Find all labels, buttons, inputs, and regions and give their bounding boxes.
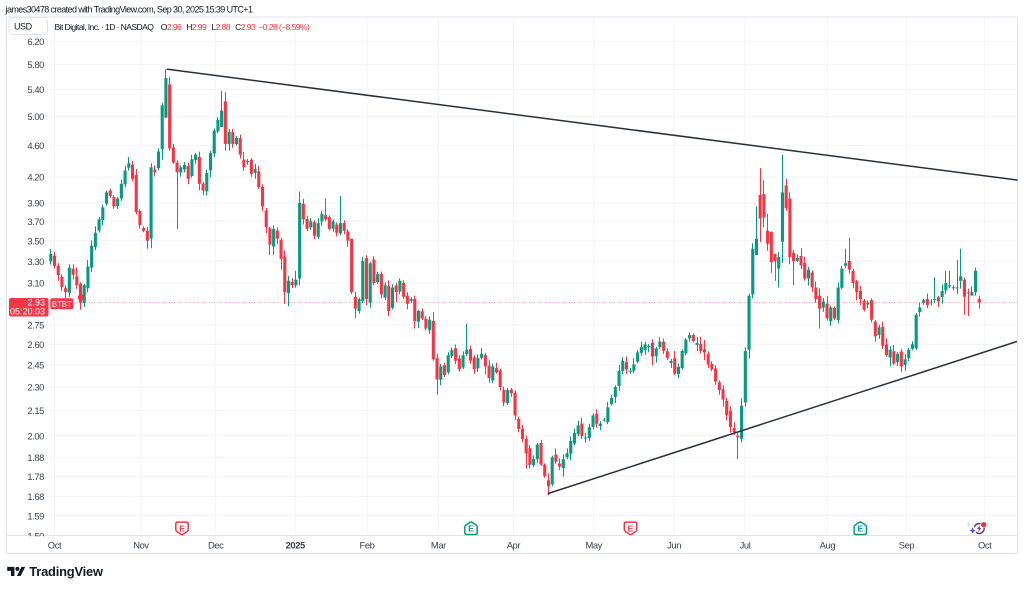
svg-text:05:20:03: 05:20:03 [10, 307, 45, 317]
svg-text:2.75: 2.75 [27, 319, 44, 330]
svg-text:5.00: 5.00 [27, 111, 44, 122]
svg-text:2.60: 2.60 [27, 339, 44, 350]
svg-text:Dec: Dec [208, 540, 224, 551]
svg-text:E: E [857, 524, 863, 534]
svg-text:TradingView: TradingView [29, 564, 104, 579]
svg-text:2.15: 2.15 [27, 405, 44, 416]
svg-text:L2.88: L2.88 [211, 22, 230, 32]
svg-text:5.80: 5.80 [27, 59, 44, 70]
svg-text:james30478 created with Tradin: james30478 created with TradingView.com,… [5, 4, 253, 14]
svg-text:3.10: 3.10 [27, 278, 44, 289]
svg-text:5.40: 5.40 [27, 84, 44, 95]
svg-text:2.45: 2.45 [27, 360, 44, 371]
svg-text:Jun: Jun [667, 540, 681, 551]
svg-text:3.50: 3.50 [27, 235, 44, 246]
svg-text:O2.96: O2.96 [161, 22, 182, 32]
svg-text:USD: USD [14, 21, 33, 31]
svg-text:2.00: 2.00 [27, 430, 44, 441]
svg-text:4.20: 4.20 [27, 172, 44, 183]
svg-text:1.68: 1.68 [27, 491, 44, 502]
svg-text:Aug: Aug [820, 540, 836, 551]
svg-text:H2.99: H2.99 [186, 22, 207, 32]
svg-text:Oct: Oct [48, 540, 62, 551]
svg-text:E: E [179, 523, 185, 533]
svg-text:Feb: Feb [360, 540, 375, 551]
svg-text:1.50: 1.50 [27, 531, 44, 542]
svg-text:Mar: Mar [431, 540, 446, 551]
svg-text:1.88: 1.88 [27, 452, 44, 463]
svg-text:E: E [468, 524, 474, 534]
svg-text:−0.28 (−8.59%): −0.28 (−8.59%) [258, 22, 310, 32]
svg-text:Sep: Sep [899, 540, 915, 551]
svg-text:Nov: Nov [133, 540, 149, 551]
svg-text:3.30: 3.30 [27, 256, 44, 267]
svg-text:2.30: 2.30 [27, 382, 44, 393]
svg-text:4.60: 4.60 [27, 140, 44, 151]
svg-text:3.90: 3.90 [27, 198, 44, 209]
svg-text:BTBT: BTBT [52, 300, 72, 309]
svg-text:May: May [585, 540, 602, 551]
svg-text:1.78: 1.78 [27, 471, 44, 482]
svg-text:3.70: 3.70 [27, 216, 44, 227]
svg-text:2025: 2025 [286, 540, 305, 551]
svg-text:2.93: 2.93 [27, 298, 45, 308]
svg-text:Bit Digital, Inc. · 1D · NASDA: Bit Digital, Inc. · 1D · NASDAQ [55, 22, 155, 32]
svg-text:1.59: 1.59 [27, 510, 44, 521]
svg-text:6.20: 6.20 [27, 36, 44, 47]
svg-text:Apr: Apr [507, 540, 521, 551]
svg-text:Oct: Oct [978, 540, 992, 551]
svg-text:E: E [628, 523, 634, 533]
svg-text:C2.93: C2.93 [235, 22, 256, 32]
svg-text:Jul: Jul [740, 540, 751, 551]
